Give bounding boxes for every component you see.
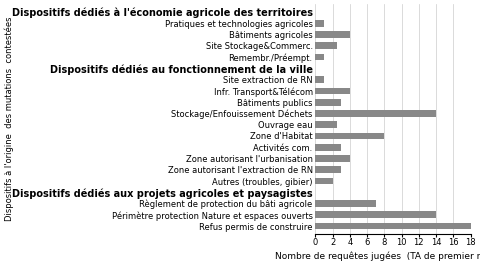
Bar (315, 87, 350, 94)
X-axis label: Nombre de requêtes jugées  (TA de premier niveau): Nombre de requêtes jugées (TA de premier… (275, 251, 480, 261)
Bar (315, 166, 341, 173)
Bar (315, 42, 337, 49)
Y-axis label: Dispositifs à l'origine  des mutations  contestées: Dispositifs à l'origine des mutations co… (4, 17, 13, 221)
Bar (315, 155, 350, 162)
Bar (315, 54, 324, 60)
Bar (315, 178, 333, 184)
Bar (315, 76, 324, 83)
Bar (315, 20, 324, 27)
Bar (315, 144, 341, 151)
Bar (315, 200, 376, 207)
Bar (315, 132, 384, 139)
Bar (315, 110, 436, 117)
Bar (315, 223, 470, 229)
Bar (315, 99, 341, 105)
Bar (315, 31, 350, 38)
Bar (315, 121, 337, 128)
Bar (315, 211, 436, 218)
